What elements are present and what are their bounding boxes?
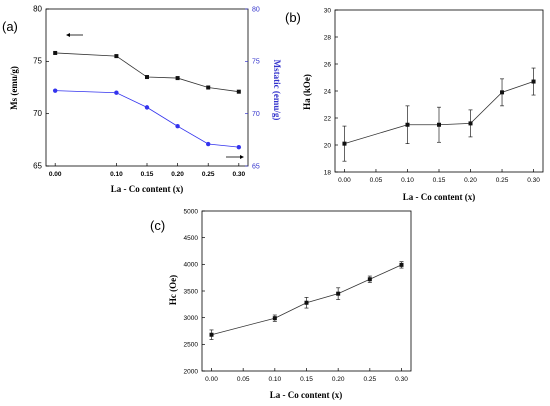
x-tick-label: 0.00 — [205, 376, 218, 383]
y-tick-label: 70 — [33, 109, 42, 118]
data-point — [145, 75, 149, 80]
x-tick-label: 0.05 — [370, 177, 383, 184]
data-point — [468, 121, 473, 126]
data-point — [500, 90, 505, 95]
x-tick-label: 0.25 — [202, 171, 215, 178]
y-axis-label-a: Ms (emu/g) — [9, 66, 19, 110]
data-point — [336, 291, 341, 296]
data-point — [52, 88, 58, 93]
x-tick-label: 0.00 — [338, 177, 351, 184]
y-tick-label: 75 — [33, 57, 42, 66]
x-tick-label: 0.05 — [237, 376, 250, 383]
y-tick-label: 65 — [33, 161, 42, 170]
plot-frame-a — [45, 8, 249, 167]
series-line-1 — [55, 52, 239, 93]
x-tick-label: 0.10 — [110, 171, 123, 178]
data-point — [437, 122, 441, 127]
data-point — [304, 300, 309, 305]
y2-tick-label: 70 — [252, 111, 260, 118]
data-point — [175, 76, 180, 81]
data-point — [405, 122, 410, 127]
y-tick-label: 20 — [324, 142, 332, 149]
chart-panel-a: (a) 0.00 0.10 0.15 0.20 0.25 0.30 65 70 75 80 65… — [2, 4, 282, 194]
left-axis-arrow — [66, 33, 83, 37]
series-line-1 — [344, 81, 534, 145]
series-line-1 — [211, 264, 402, 336]
x-tick-label: 0.30 — [527, 177, 540, 184]
x-tick-label: 0.20 — [464, 177, 477, 184]
y2-axis-label-a: Mstatic (emu/g) — [272, 60, 282, 121]
x-tick-label: 0.25 — [496, 177, 509, 184]
panel-label-a: (a) — [2, 19, 18, 34]
data-point — [114, 90, 119, 95]
data-point — [342, 141, 347, 146]
x-tick-label: 0.00 — [49, 171, 62, 178]
data-point — [272, 316, 277, 321]
data-point — [53, 50, 58, 55]
y-tick-label: 5000 — [184, 208, 199, 215]
x-tick-label: 0.30 — [232, 171, 245, 178]
x-axis-label-a: La - Co content (x) — [111, 184, 184, 194]
data-point — [144, 105, 150, 110]
y-tick-label: 2000 — [184, 368, 199, 375]
y-tick-label: 3500 — [184, 288, 199, 295]
y-axis-label-c: Hc (Oe) — [168, 275, 178, 305]
x-tick-label: 0.20 — [171, 171, 184, 178]
y-tick-label: 2500 — [184, 342, 199, 349]
y-tick-label: 18 — [324, 169, 332, 176]
y-tick-label: 4500 — [184, 235, 199, 242]
x-tick-label: 0.30 — [395, 376, 408, 383]
y-tick-label: 30 — [324, 7, 332, 14]
data-point — [206, 141, 211, 147]
y-tick-label: 3000 — [184, 315, 199, 322]
x-tick-label: 0.15 — [300, 376, 313, 383]
right-axis-arrow — [226, 155, 244, 159]
y-axis-label-b: Ha (kOe) — [302, 74, 312, 110]
y-tick-label: 22 — [324, 115, 332, 122]
y2-tick-label: 65 — [252, 163, 260, 170]
data-point — [206, 85, 211, 90]
x-tick-label: 0.10 — [269, 376, 282, 383]
chart-panel-b: (b) 0.00 0.05 0.10 0.15 0.20 0.25 0.30 18 20 22 2… — [285, 7, 544, 202]
x-tick-label: 0.20 — [332, 376, 345, 383]
data-point — [114, 54, 119, 59]
y2-tick-label: 75 — [252, 59, 260, 66]
x-tick-label: 0.10 — [401, 177, 414, 184]
panel-label-b: (b) — [285, 10, 301, 25]
series-line-2 — [55, 90, 239, 148]
x-tick-label: 0.25 — [364, 376, 377, 383]
plot-frame-c — [201, 210, 412, 372]
data-point — [531, 79, 536, 84]
data-point — [236, 89, 241, 94]
data-point — [367, 277, 372, 282]
x-tick-label: 0.15 — [141, 171, 154, 178]
data-point — [209, 332, 214, 337]
data-point — [399, 262, 404, 267]
x-tick-label: 0.15 — [433, 177, 446, 184]
plot-frame-b — [334, 9, 544, 173]
panel-label-c: (c) — [150, 218, 165, 233]
x-axis-label-b: La - Co content (x) — [403, 192, 476, 202]
data-point — [236, 144, 242, 150]
y-tick-label: 24 — [324, 88, 332, 95]
y-tick-label: 26 — [324, 61, 332, 68]
x-axis-label-c: La - Co content (x) — [270, 390, 343, 400]
data-point — [175, 124, 180, 129]
y-tick-label: 28 — [324, 34, 332, 41]
y2-tick-label: 80 — [252, 6, 260, 13]
y-tick-label: 4000 — [184, 262, 199, 269]
y-tick-label: 80 — [33, 4, 42, 13]
chart-panel-c: (c) 0.00 0.05 0.10 0.15 0.20 0.25 0.30 2000 250… — [150, 208, 412, 400]
